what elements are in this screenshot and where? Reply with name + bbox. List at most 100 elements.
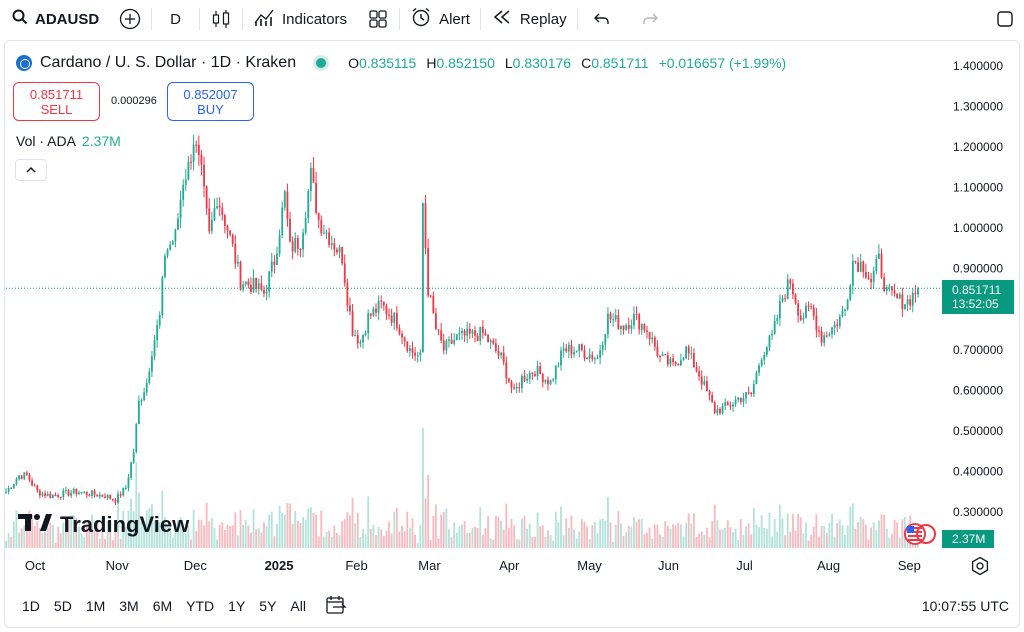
candle-body (638, 314, 641, 330)
candle-body (659, 356, 661, 358)
layouts-button[interactable] (357, 0, 399, 38)
volume-bar (294, 511, 297, 548)
volume-legend[interactable]: Vol · ADA 2.37M (16, 133, 121, 149)
candle-body (646, 330, 648, 332)
volume-bar (242, 524, 245, 548)
range-button-ytd[interactable]: YTD (186, 598, 215, 614)
volume-bar (223, 529, 226, 548)
y-tick-label: 0.700000 (953, 343, 1003, 357)
axis-settings-button[interactable] (970, 556, 990, 581)
range-button-1y[interactable]: 1Y (228, 598, 246, 614)
fullscreen-button[interactable] (986, 0, 1024, 38)
candle-body (562, 348, 565, 351)
volume-bar (304, 519, 307, 548)
x-tick-label: May (577, 558, 602, 573)
range-button-6m[interactable]: 6M (152, 598, 173, 614)
indicators-label: Indicators (282, 10, 348, 28)
range-button-1d[interactable]: 1D (22, 598, 40, 614)
candle-body (588, 354, 591, 359)
volume-bar (213, 527, 216, 548)
candle-body (468, 328, 471, 334)
volume-bar (356, 512, 359, 548)
volume-bar (857, 522, 859, 548)
range-button-3m[interactable]: 3M (119, 598, 139, 614)
volume-bar (44, 532, 46, 548)
replay-button[interactable]: Replay (481, 0, 577, 38)
tv-mark-icon (18, 512, 52, 538)
volume-bar (732, 532, 734, 548)
candle-body (656, 346, 659, 357)
candle-body (114, 499, 117, 503)
range-button-all[interactable]: All (290, 598, 306, 614)
volume-bar (450, 537, 453, 548)
candle-body (674, 361, 677, 364)
volume-bar (719, 529, 721, 548)
goto-date-button[interactable] (325, 595, 347, 618)
candle-body (278, 235, 281, 254)
candle-body (825, 335, 828, 337)
undo-icon (592, 9, 612, 29)
symbol-search[interactable]: ADAUSD (0, 0, 109, 38)
candle-body (255, 278, 258, 289)
tradingview-logo[interactable]: TradingView (18, 512, 189, 538)
range-button-5y[interactable]: 5Y (259, 598, 277, 614)
us-flag-icon[interactable] (902, 521, 936, 547)
range-button-1m[interactable]: 1M (85, 598, 106, 614)
candle-body (591, 354, 594, 360)
volume-bar (151, 504, 153, 548)
close-value: 0.851711 (591, 55, 649, 71)
volume-bar (797, 513, 800, 548)
candle-body (54, 494, 57, 496)
candle-body (432, 295, 435, 314)
candle-body (851, 260, 854, 286)
sell-button[interactable]: 0.851711 SELL (13, 82, 100, 121)
candle-body (521, 375, 523, 388)
collapse-legend-button[interactable] (15, 159, 47, 181)
candle-body (132, 452, 135, 463)
candle-body (815, 315, 818, 331)
candle-body (302, 232, 304, 250)
candle-body (692, 353, 695, 368)
volume-bar (685, 523, 688, 548)
y-tick-label: 1.200000 (953, 140, 1003, 154)
buy-price: 0.852007 (183, 86, 238, 102)
candle-body (450, 339, 453, 344)
volume-bar (776, 531, 779, 548)
x-tick-label: Dec (184, 558, 208, 573)
volume-bar (135, 462, 138, 548)
compare-button[interactable] (109, 0, 151, 38)
volume-bar (875, 530, 878, 548)
interval-button[interactable]: D (152, 0, 199, 38)
alert-button[interactable]: Alert (400, 0, 480, 38)
buy-button[interactable]: 0.852007 BUY (167, 82, 254, 121)
chart-type-button[interactable] (200, 0, 242, 38)
chart-frame[interactable] (4, 40, 1020, 628)
range-button-5d[interactable]: 5D (53, 598, 72, 614)
candle-body (380, 300, 383, 302)
indicators-button[interactable]: Indicators (243, 0, 357, 38)
volume-bar (523, 515, 526, 548)
candle-body (429, 295, 432, 297)
redo-button[interactable] (626, 0, 674, 38)
candle-body (75, 488, 78, 494)
clock-timezone[interactable]: 10:07:55 UTC (921, 598, 1009, 614)
volume-bar (724, 527, 727, 548)
candle-body (593, 358, 596, 360)
candle-body (263, 289, 265, 294)
volume-bar (276, 524, 278, 548)
undo-button[interactable] (578, 0, 626, 38)
candle-body (633, 313, 635, 326)
candle-body (513, 387, 516, 389)
candle-body (309, 167, 312, 191)
volume-bar (864, 524, 867, 548)
volume-bar (586, 526, 588, 548)
volume-bar (601, 518, 604, 548)
symbol-legend[interactable]: Cardano / U. S. Dollar · 1D · Kraken O0.… (16, 54, 786, 72)
candle-body (859, 261, 862, 272)
candle-body (917, 288, 919, 295)
volume-bar (359, 537, 362, 548)
volume-bar (15, 510, 18, 548)
volume-bar (633, 516, 635, 548)
volume-bar (260, 532, 263, 548)
